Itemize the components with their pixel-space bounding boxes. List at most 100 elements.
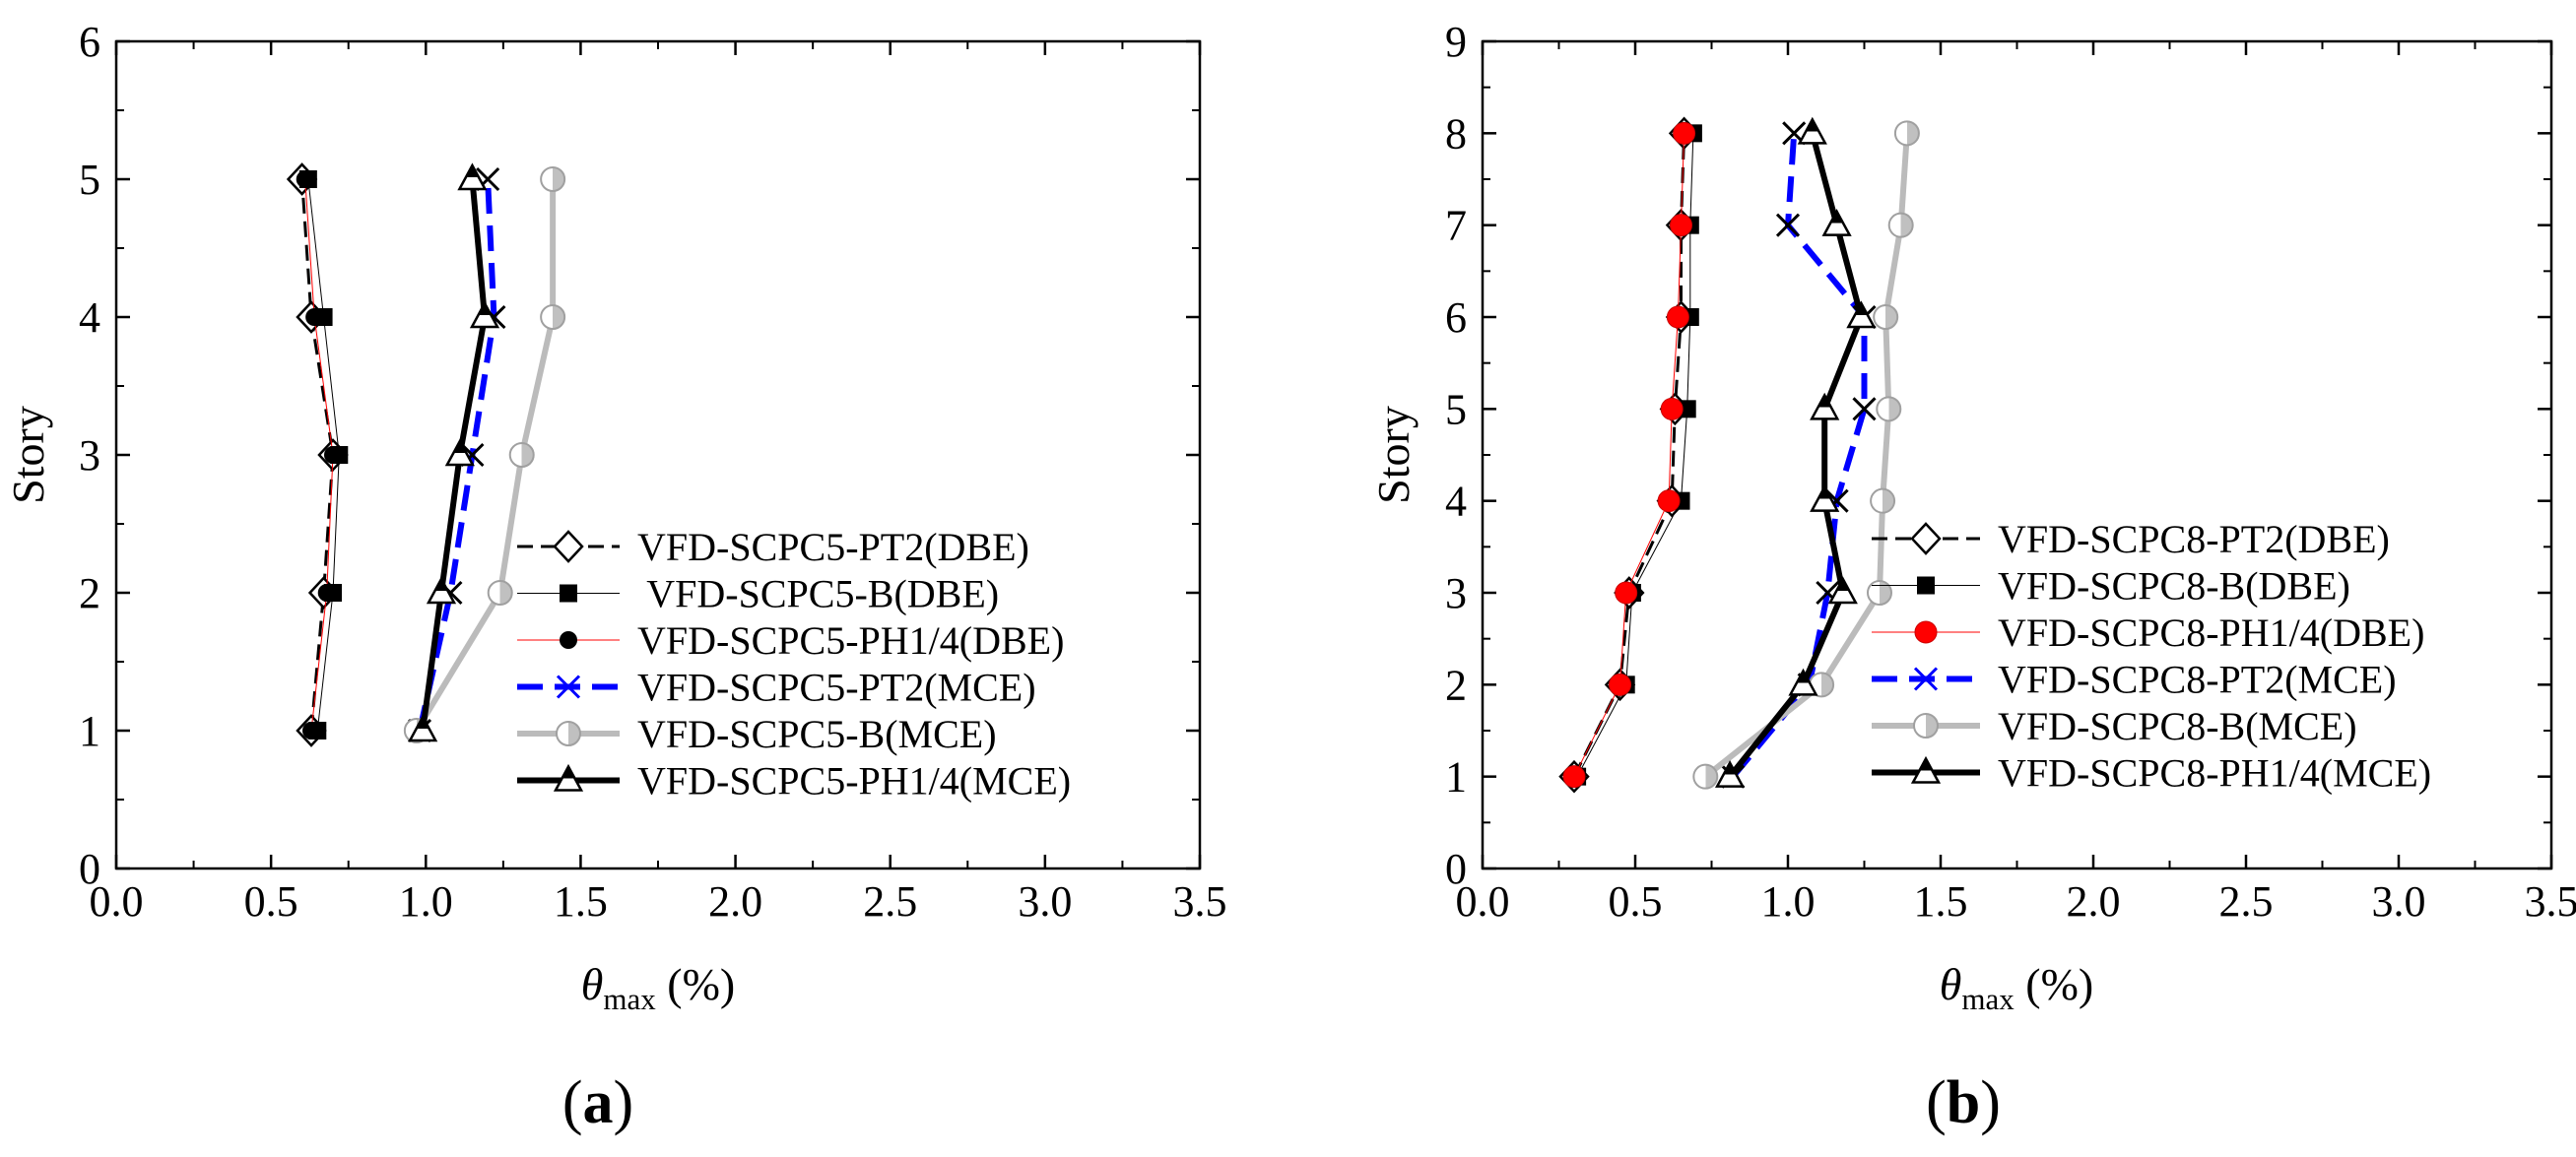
x-tick-label-b: 2.5 bbox=[2219, 877, 2274, 926]
series-line-b-3 bbox=[1573, 133, 1685, 777]
legend-marker-b-1 bbox=[1910, 522, 1942, 555]
legend-label-b-1: VFD-SCPC8-PT2(DBE) bbox=[1998, 517, 2390, 561]
x-tick-label-b: 3.0 bbox=[2372, 877, 2426, 926]
y-tick-label-b: 8 bbox=[1445, 109, 1467, 158]
legend-marker-a-2 bbox=[560, 584, 577, 603]
x-tick-label-b: 1.0 bbox=[1761, 877, 1816, 926]
series-a-5 bbox=[403, 166, 566, 743]
data-point-b-3 bbox=[1673, 121, 1696, 145]
data-point-b-6 bbox=[1827, 576, 1858, 605]
data-point-a-3 bbox=[317, 584, 336, 602]
y-tick-label-a: 1 bbox=[79, 707, 100, 755]
x-tick-label-a: 2.5 bbox=[863, 877, 917, 926]
data-point-b-5 bbox=[1876, 396, 1902, 422]
data-point-a-5 bbox=[540, 304, 566, 330]
data-point-a-6 bbox=[426, 576, 457, 605]
legend-entry-a-5: VFD-SCPC5-B(MCE) bbox=[517, 712, 997, 756]
panel-label-b: (b) bbox=[1926, 1069, 2001, 1136]
legend-marker-a-5 bbox=[556, 721, 581, 746]
data-point-b-3 bbox=[1615, 581, 1638, 605]
legend-entry-a-2: VFD-SCPC5-B(DBE) bbox=[517, 572, 999, 616]
legend-entry-a-6: VFD-SCPC5-PH1/4(MCE) bbox=[517, 759, 1071, 803]
y-axis-label-b: Story bbox=[1368, 406, 1419, 504]
x-tick-label-b: 1.5 bbox=[1914, 877, 1968, 926]
data-point-b-5 bbox=[1867, 580, 1892, 606]
data-point-b-6 bbox=[1821, 209, 1852, 236]
data-point-b-3 bbox=[1562, 765, 1586, 789]
y-axis-b: 0 1 2 3 4 5 6 7 8 9 bbox=[1445, 18, 2551, 893]
y-tick-label-a: 0 bbox=[79, 845, 100, 893]
x-axis-b: 0.0 0.5 1.0 1.5 2.0 2.5 3.0 3.5 bbox=[1456, 41, 2576, 926]
x-tick-label-a: 0.5 bbox=[244, 877, 298, 926]
legend-label-b-3: VFD-SCPC8-PH1/4(DBE) bbox=[1998, 611, 2424, 655]
data-point-b-4 bbox=[1775, 213, 1801, 237]
data-point-b-6 bbox=[1715, 760, 1746, 788]
y-tick-label-b: 4 bbox=[1445, 478, 1467, 526]
data-point-a-5 bbox=[487, 580, 513, 606]
data-point-b-5 bbox=[1887, 212, 1914, 238]
y-tick-label-b: 6 bbox=[1445, 293, 1467, 342]
chart-panel-a: 0.0 0.5 1.0 1.5 2.0 2.5 3.0 3.5 0 1 2 3 4 5 6 Story θ… bbox=[3, 18, 1227, 1136]
legend-label-b-2: VFD-SCPC8-B(DBE) bbox=[1998, 564, 2350, 609]
data-point-a-3 bbox=[324, 446, 342, 464]
x-tick-label-a: 1.0 bbox=[399, 877, 453, 926]
series-b-5 bbox=[1692, 120, 1920, 790]
x-tick-label-b: 0.5 bbox=[1609, 877, 1663, 926]
legend-entry-b-5: VFD-SCPC8-B(MCE) bbox=[1872, 704, 2357, 748]
data-point-b-6 bbox=[1810, 392, 1840, 420]
y-tick-label-b: 0 bbox=[1445, 845, 1467, 893]
legend-a: VFD-SCPC5-PT2(DBE) VFD-SCPC5-B(DBE)VFD-S… bbox=[517, 525, 1071, 803]
plot-area-a bbox=[286, 162, 566, 747]
legend-entry-a-3: VFD-SCPC5-PH1/4(DBE) bbox=[517, 618, 1064, 663]
legend-entry-b-2: VFD-SCPC8-B(DBE) bbox=[1872, 564, 2350, 609]
data-point-a-6 bbox=[408, 714, 438, 742]
series-a-3 bbox=[296, 170, 342, 739]
y-axis-a: 0 1 2 3 4 5 6 bbox=[79, 18, 1200, 893]
legend-label-a-3: VFD-SCPC5-PH1/4(DBE) bbox=[637, 618, 1064, 663]
y-tick-label-a: 6 bbox=[79, 18, 100, 66]
legend-entry-a-1: VFD-SCPC5-PT2(DBE) bbox=[517, 525, 1029, 569]
legend-label-a-5: VFD-SCPC5-B(MCE) bbox=[637, 712, 997, 756]
data-point-b-5 bbox=[1893, 120, 1920, 147]
y-tick-label-b: 9 bbox=[1445, 18, 1467, 66]
y-axis-label-a: Story bbox=[3, 406, 53, 504]
data-point-b-6 bbox=[1797, 116, 1827, 145]
plot-area-b bbox=[1558, 116, 1920, 794]
legend-marker-a-3 bbox=[560, 631, 577, 649]
x-axis-label-b: θmax (%) bbox=[1940, 959, 2093, 1016]
x-axis-label-symbol-a: θ bbox=[581, 959, 604, 1009]
data-point-b-5 bbox=[1692, 763, 1719, 790]
x-axis-label-sub-a: max bbox=[603, 982, 656, 1016]
x-tick-label-a: 3.5 bbox=[1173, 877, 1227, 926]
legend-marker-b-4 bbox=[1913, 667, 1939, 691]
y-tick-label-a: 3 bbox=[79, 431, 100, 480]
y-tick-label-a: 2 bbox=[79, 569, 100, 617]
legend-label-b-4: VFD-SCPC8-PT2(MCE) bbox=[1998, 658, 2397, 702]
series-line-b-2 bbox=[1576, 133, 1694, 777]
x-axis-label-unit-a: (%) bbox=[656, 959, 735, 1009]
legend-marker-b-3 bbox=[1914, 620, 1938, 644]
y-tick-label-a: 5 bbox=[79, 156, 100, 204]
legend-marker-a-4 bbox=[556, 675, 581, 699]
data-point-b-5 bbox=[1873, 304, 1899, 330]
y-tick-label-a: 4 bbox=[79, 293, 100, 342]
data-point-b-3 bbox=[1660, 397, 1684, 420]
x-axis-label-a: θmax (%) bbox=[581, 959, 735, 1016]
data-point-b-4 bbox=[1852, 397, 1877, 421]
x-axis-label-symbol-b: θ bbox=[1940, 959, 1962, 1009]
legend-marker-b-6 bbox=[1910, 755, 1942, 784]
data-point-b-3 bbox=[1666, 305, 1689, 329]
legend-entry-a-4: VFD-SCPC5-PT2(MCE) bbox=[517, 666, 1036, 710]
series-line-a-1 bbox=[300, 178, 335, 732]
data-point-a-6 bbox=[457, 162, 488, 191]
x-tick-label-a: 1.5 bbox=[554, 877, 608, 926]
legend-b: VFD-SCPC8-PT2(DBE)VFD-SCPC8-B(DBE)VFD-SC… bbox=[1872, 517, 2431, 796]
y-tick-label-b: 1 bbox=[1445, 753, 1467, 802]
legend-marker-b-2 bbox=[1917, 576, 1935, 595]
x-tick-label-b: 0.0 bbox=[1456, 877, 1510, 926]
legend-entry-b-4: VFD-SCPC8-PT2(MCE) bbox=[1872, 658, 2397, 702]
x-axis-label-unit-b: (%) bbox=[2015, 959, 2093, 1009]
y-tick-label-b: 3 bbox=[1445, 569, 1467, 617]
data-point-b-3 bbox=[1670, 214, 1692, 237]
y-tick-label-b: 7 bbox=[1445, 202, 1467, 250]
